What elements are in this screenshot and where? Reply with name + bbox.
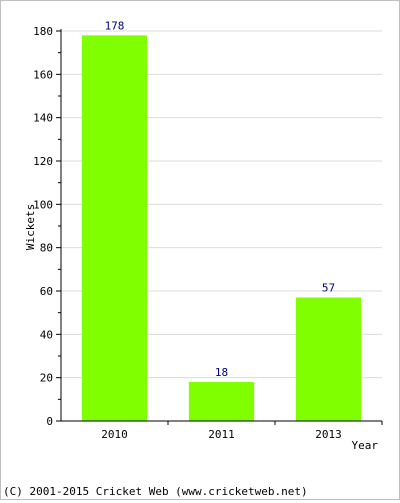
y-tick-label-0: 0 — [46, 415, 53, 428]
y-axis-label: Wickets — [24, 204, 37, 250]
bar-layer — [81, 35, 362, 421]
bar-2010 — [81, 35, 148, 421]
y-tick-label-20: 20 — [40, 372, 53, 385]
x-tick-label-2011: 2011 — [208, 428, 235, 441]
footer-copyright: (C) 2001-2015 Cricket Web (www.cricketwe… — [3, 485, 308, 498]
data-label-2010: 178 — [105, 19, 125, 32]
x-axis-label: Year — [352, 439, 379, 452]
y-tick-label-60: 60 — [40, 285, 53, 298]
x-tick-label-2010: 2010 — [101, 428, 128, 441]
bar-2013 — [295, 297, 362, 421]
x-tick-label-2013: 2013 — [315, 428, 342, 441]
y-tick-label-160: 160 — [33, 68, 53, 81]
bar-2011 — [188, 382, 255, 421]
label-layer: 0 20 40 60 80 100 120 140 160 180 178 2010 18 2011 57 2… — [33, 19, 342, 441]
y-tick-label-180: 180 — [33, 25, 53, 38]
y-tick-label-80: 80 — [40, 242, 53, 255]
y-tick-label-40: 40 — [40, 328, 53, 341]
axis-layer — [56, 29, 383, 425]
data-label-2013: 57 — [322, 282, 335, 295]
y-tick-label-100: 100 — [33, 198, 53, 211]
y-tick-label-140: 140 — [33, 112, 53, 125]
y-tick-label-120: 120 — [33, 155, 53, 168]
data-label-2011: 18 — [215, 366, 228, 379]
